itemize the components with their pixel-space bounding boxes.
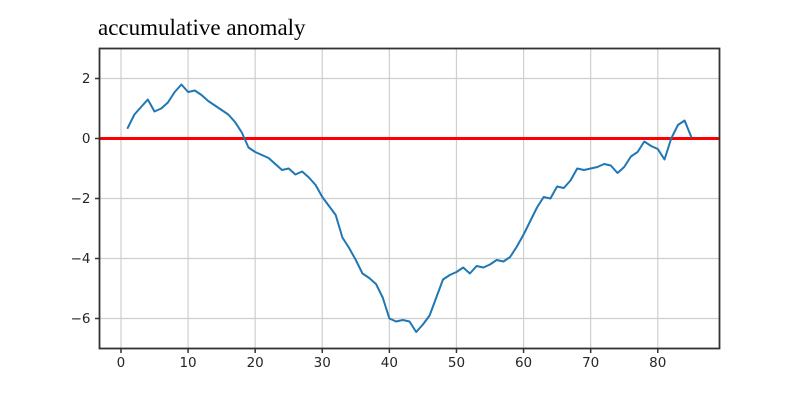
x-tick-label: 10 (179, 355, 196, 371)
chart-title: accumulative anomaly (98, 15, 306, 40)
x-tick-label: 80 (649, 355, 666, 371)
x-tick-label: 60 (515, 355, 532, 371)
x-tick-label: 70 (582, 355, 599, 371)
y-tick-label: 2 (82, 71, 91, 87)
y-tick-label: 0 (82, 131, 91, 147)
y-tick-label: −6 (71, 311, 91, 327)
series-line (126, 83, 693, 333)
x-tick-label: 40 (381, 355, 398, 371)
y-tick-label: −2 (71, 191, 91, 207)
x-tick-label: 50 (448, 355, 465, 371)
y-tick-label: −4 (71, 251, 91, 267)
x-tick-label: 0 (117, 355, 126, 371)
x-tick-label: 20 (247, 355, 264, 371)
x-tick-label: 30 (314, 355, 331, 371)
